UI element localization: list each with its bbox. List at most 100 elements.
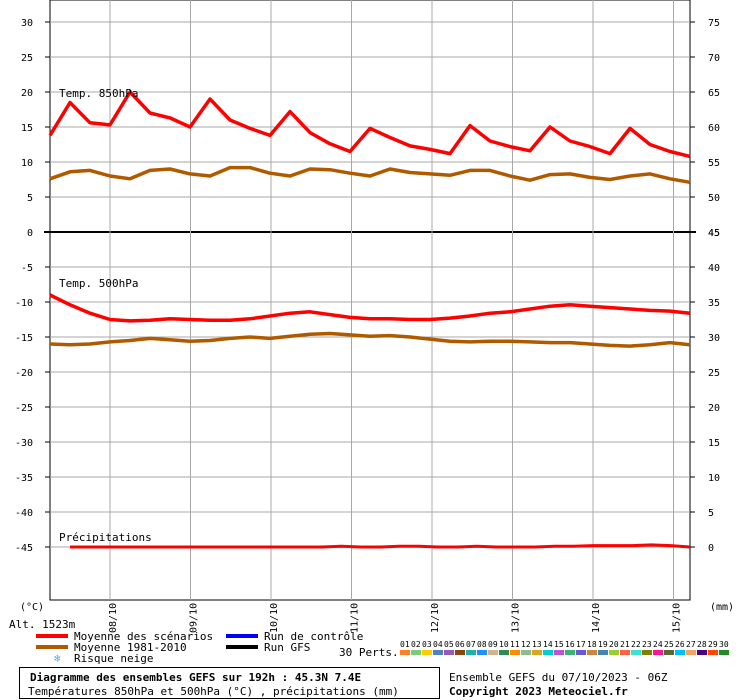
y-tick-label: -30: [15, 438, 33, 449]
pert-number: 12: [521, 640, 531, 649]
pert-number: 14: [543, 640, 553, 649]
pert-number: 29: [708, 640, 718, 649]
pert-swatch: [510, 650, 520, 655]
pert-swatch: [554, 650, 564, 655]
date-tick-label: 13/10: [511, 603, 522, 633]
pert-number: 07: [466, 640, 476, 649]
pert-swatch: [620, 650, 630, 655]
pert-number: 25: [664, 640, 674, 649]
pert-number: 05: [444, 640, 454, 649]
y-tick-label: 15: [21, 123, 33, 134]
right-tick-label: 10: [708, 473, 720, 484]
y-tick-label: -15: [15, 333, 33, 344]
pert-swatch: [499, 650, 509, 655]
pert-swatch: [411, 650, 421, 655]
y-tick-label: 5: [27, 193, 33, 204]
pert-swatch: [455, 650, 465, 655]
date-tick-label: 09/10: [189, 603, 200, 633]
legend-gfs-label: Run GFS: [264, 641, 310, 654]
pert-number: 27: [686, 640, 696, 649]
legend-control-label: Run de contrôle: [264, 630, 363, 643]
right-tick-label: 45: [708, 228, 720, 239]
title-box: [19, 667, 440, 699]
right-unit-label: (mm): [710, 602, 734, 613]
pert-number: 09: [488, 640, 498, 649]
right-tick-label: 65: [708, 88, 720, 99]
legend-mean-label: Moyenne des scénarios: [74, 630, 213, 643]
pert-number: 24: [653, 640, 663, 649]
pert-swatch: [642, 650, 652, 655]
pert-number: 08: [477, 640, 487, 649]
precip-mean-line: [70, 543, 691, 549]
pert-number: 04: [433, 640, 443, 649]
right-tick-label: 50: [708, 193, 720, 204]
y-tick-label: -45: [15, 543, 33, 554]
copyright-label: Copyright 2023 Meteociel.fr: [449, 685, 628, 698]
date-tick-label: 14/10: [591, 603, 602, 633]
pert-swatch: [664, 650, 674, 655]
pert-swatch: [433, 650, 443, 655]
y-tick-label: -25: [15, 403, 33, 414]
pert-number: 15: [554, 640, 564, 649]
right-tick-label: 60: [708, 123, 720, 134]
date-tick-label: 15/10: [672, 603, 683, 633]
right-tick-label: 20: [708, 403, 720, 414]
pert-swatch: [488, 650, 498, 655]
pert-swatch: [466, 650, 476, 655]
right-tick-label: 30: [708, 333, 720, 344]
pert-swatch: [587, 650, 597, 655]
pert-number: 16: [565, 640, 575, 649]
pert-swatch: [653, 650, 663, 655]
right-tick-label: 75: [708, 18, 720, 29]
pert-swatch: [477, 650, 487, 655]
pert-number: 30: [719, 640, 729, 649]
y-tick-label: 0: [27, 228, 33, 239]
chart-subtitle: Températures 850hPa et 500hPa (°C) , pré…: [28, 685, 399, 698]
pert-number: 03: [422, 640, 432, 649]
y-tick-label: -10: [15, 298, 33, 309]
pert-number: 17: [576, 640, 586, 649]
perturbation-legend: 01 02 03 04 05 06 07 08 09 10 11 12 13 14 15 16 17 18 19 20…: [400, 640, 729, 655]
right-tick-label: 55: [708, 158, 720, 169]
pert-swatch: [532, 650, 542, 655]
panel-850-label: Temp. 850hPa: [59, 87, 138, 100]
y-tick-label: -40: [15, 508, 33, 519]
legend: Moyenne des scénarios Moyenne 1981-2010 …: [36, 630, 729, 665]
pert-swatch: [675, 650, 685, 655]
pert-swatch: [543, 650, 553, 655]
y-tick-label: 20: [21, 88, 33, 99]
date-tick-label: 11/10: [350, 603, 361, 633]
right-tick-label: 25: [708, 368, 720, 379]
date-tick-label: 10/10: [269, 603, 280, 633]
right-tick-label: 40: [708, 263, 720, 274]
chart-title: Diagramme des ensembles GEFS sur 192h : …: [30, 671, 361, 684]
series-line-moyenne-des-sc-narios: [49, 293, 691, 323]
pert-swatch: [598, 650, 608, 655]
right-tick-label: 5: [708, 508, 714, 519]
pert-number: 18: [587, 640, 597, 649]
pert-swatch: [686, 650, 696, 655]
y-tick-label: -5: [21, 263, 33, 274]
precip-label: Précipitations: [59, 531, 152, 544]
pert-number: 21: [620, 640, 630, 649]
pert-swatch: [444, 650, 454, 655]
pert-number: 06: [455, 640, 465, 649]
y-tick-label: -20: [15, 368, 33, 379]
pert-number: 11: [510, 640, 520, 649]
pert-number: 26: [675, 640, 685, 649]
legend-perts-label: 30 Perts.: [339, 646, 399, 659]
pert-swatch: [400, 650, 410, 655]
pert-swatch: [697, 650, 707, 655]
pert-number: 22: [631, 640, 641, 649]
series-line-moyenne-des-sc-narios: [48, 90, 691, 159]
series-line-moyenne-1981-2010: [49, 165, 691, 185]
pert-number: 23: [642, 640, 652, 649]
left-unit-label: (°C): [20, 602, 44, 613]
right-tick-label: 35: [708, 298, 720, 309]
altitude-label: Alt. 1523m: [9, 618, 76, 631]
y-tick-label: 10: [21, 158, 33, 169]
date-tick-label: 08/10: [108, 603, 119, 633]
pert-number: 02: [411, 640, 421, 649]
pert-number: 19: [598, 640, 608, 649]
